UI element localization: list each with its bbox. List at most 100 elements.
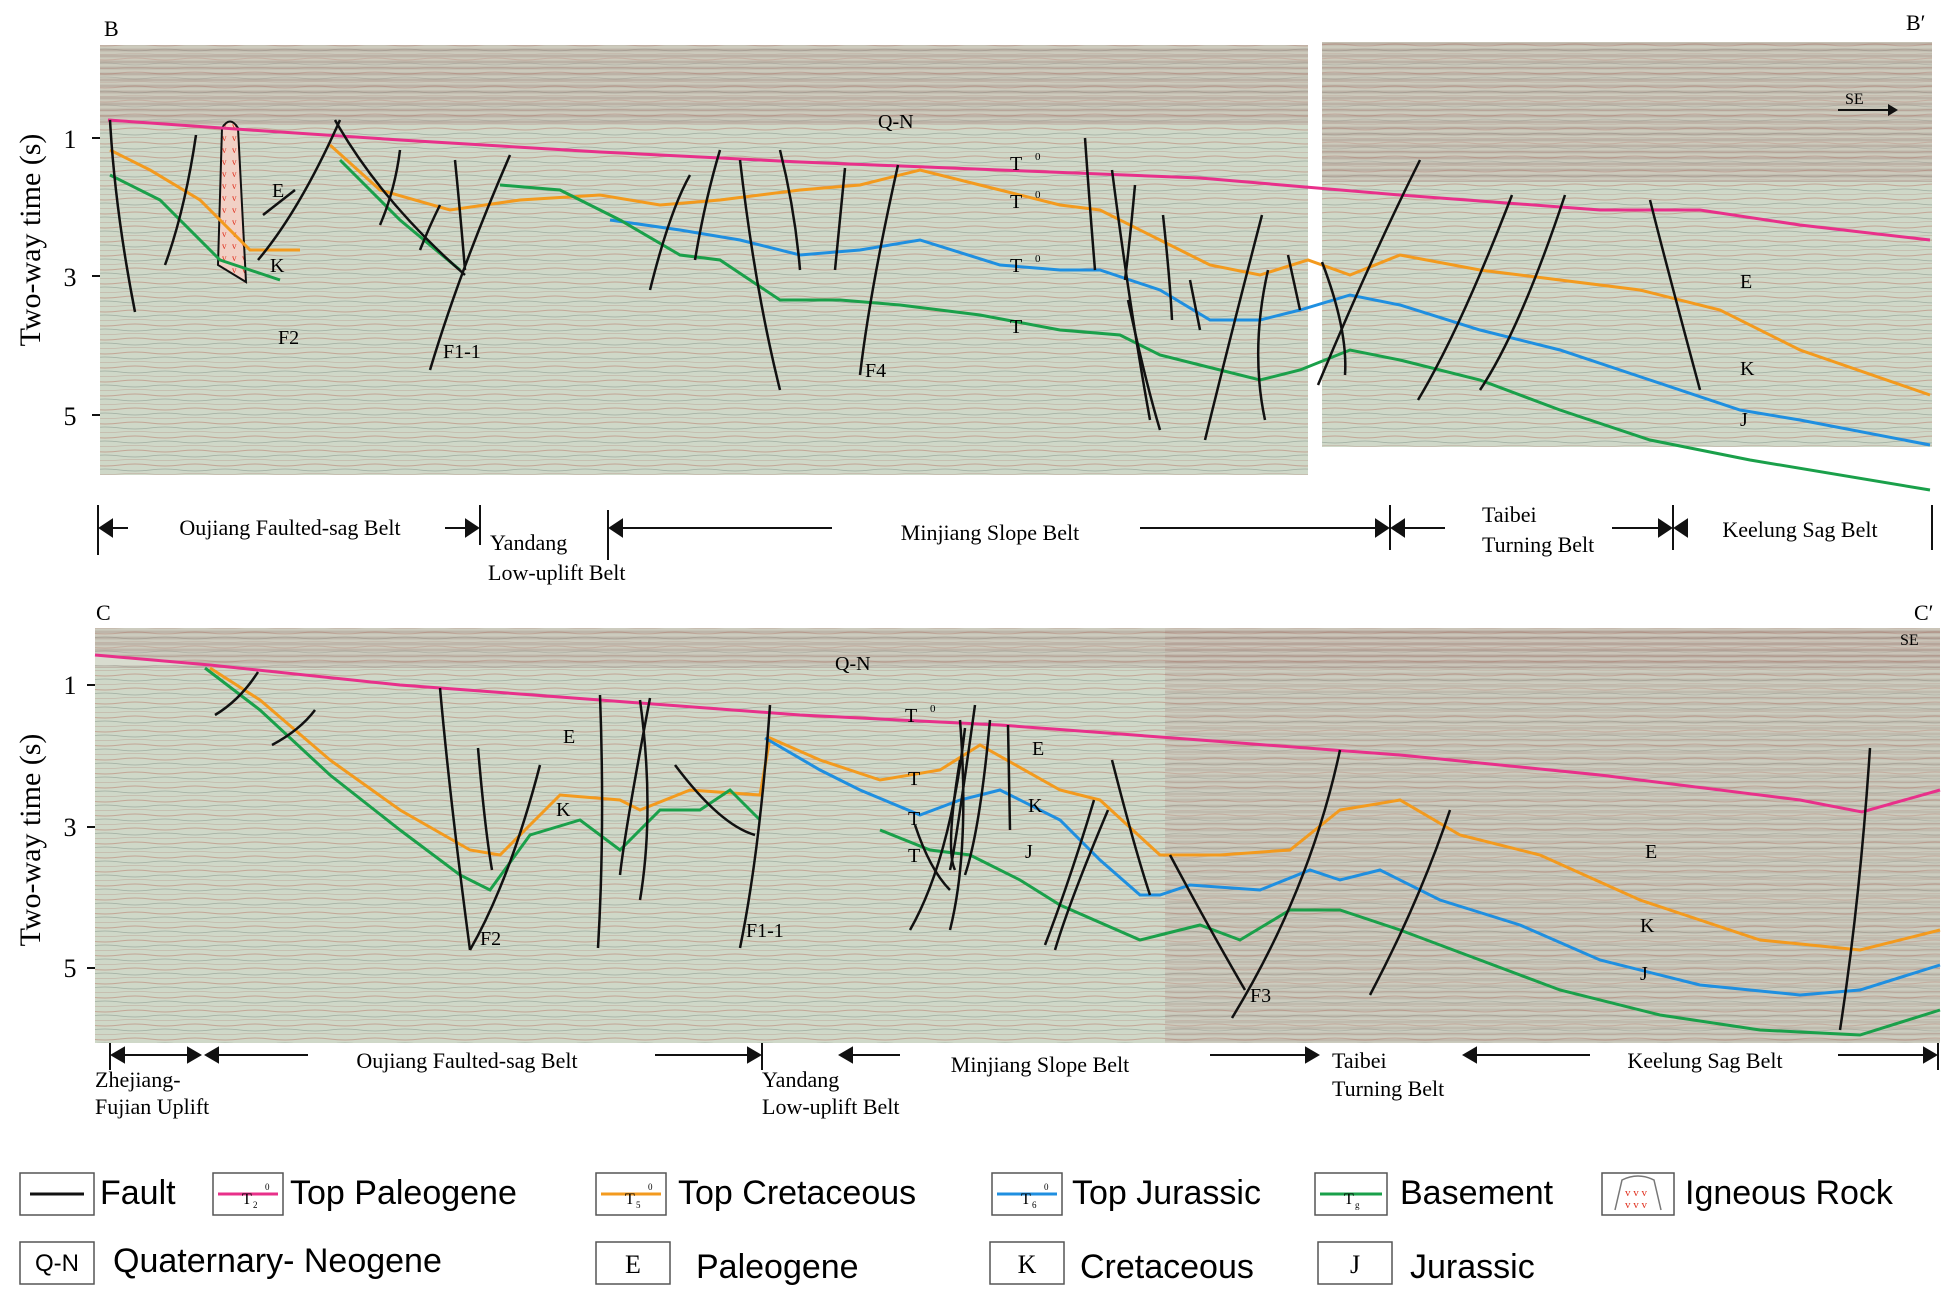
- unit-label: E: [1740, 271, 1752, 293]
- legend-symbol: T: [242, 1191, 252, 1208]
- horizon-top-paleogene: [94, 653, 1941, 814]
- legend-quaternary-neogene: Q-N Quaternary- Neogene: [19, 1241, 442, 1285]
- legend-symbol: K: [1018, 1250, 1037, 1279]
- horizon-label: T: [908, 768, 920, 790]
- legend-symbol: Q-N: [35, 1250, 79, 1277]
- belt-label: Zhejiang-: [95, 1067, 181, 1092]
- svg-text:v v v: v v v: [1625, 1199, 1648, 1211]
- fault-label: F1-1: [746, 920, 784, 942]
- unit-label: Q-N: [878, 111, 914, 133]
- legend-cretaceous: K Cretaceous: [989, 1241, 1254, 1286]
- fault-label: F2: [278, 327, 299, 349]
- unit-label: Q-N: [835, 653, 871, 675]
- legend: Fault T 2 0 Top Paleogene T 5 0 Top Cret…: [19, 1172, 1894, 1286]
- horizon-superscript: 0: [1035, 151, 1041, 163]
- unit-label: K: [1028, 795, 1043, 817]
- legend-label: Fault: [100, 1174, 176, 1212]
- belt-label: Yandang: [490, 530, 567, 555]
- unit-label: J: [1640, 963, 1648, 985]
- legend-top-cretaceous: T 5 0 Top Cretaceous: [595, 1172, 916, 1216]
- legend-symbol: T: [1021, 1191, 1031, 1208]
- fault-label: F3: [1250, 985, 1271, 1007]
- legend-sub: 5: [636, 1200, 641, 1210]
- horizon-superscript: 0: [1035, 189, 1041, 201]
- fault-label: F2: [480, 928, 501, 950]
- horizon-label: T: [1010, 191, 1022, 213]
- unit-label: E: [563, 726, 575, 748]
- belt-label: Taibei: [1332, 1048, 1387, 1073]
- horizon-label: T: [1010, 255, 1022, 277]
- legend-jurassic: J Jurassic: [1317, 1241, 1535, 1286]
- section-c: C C′ SE Two-way time (s) 1 3 5: [14, 600, 1941, 1119]
- y-tick: 5: [64, 954, 77, 983]
- unit-label: E: [272, 180, 284, 202]
- belt-label: Fujian Uplift: [95, 1094, 209, 1119]
- y-tick: 3: [64, 813, 77, 842]
- belt-label: Low-uplift Belt: [762, 1094, 899, 1119]
- section-c-axis-title: Two-way time (s): [14, 734, 47, 947]
- belt-label: Yandang: [762, 1067, 839, 1092]
- horizon-superscript: 0: [1035, 253, 1041, 265]
- section-b: B B′ SE Two-way time (s) 1 3 5: [14, 10, 1933, 585]
- y-tick: 3: [64, 263, 77, 292]
- fault-label: F1-1: [443, 341, 481, 363]
- section-c-direction: SE: [1900, 632, 1919, 649]
- unit-label: K: [270, 255, 285, 277]
- belt-label: Turning Belt: [1332, 1076, 1444, 1101]
- horizon-top-jurassic: [764, 736, 1941, 997]
- svg-text:v v v: v v v: [1625, 1187, 1648, 1199]
- fault-label: F4: [865, 360, 886, 382]
- section-b-start-label: B: [104, 16, 119, 41]
- section-c-end-label: C′: [1914, 600, 1934, 625]
- igneous-icon: [1614, 1175, 1662, 1211]
- legend-igneous: v v v v v v Igneous Rock: [1601, 1172, 1894, 1216]
- belt-label: Keelung Sag Belt: [1722, 517, 1877, 542]
- unit-label: J: [1740, 409, 1748, 431]
- legend-sub: g: [1355, 1200, 1360, 1210]
- unit-label: E: [1032, 738, 1044, 760]
- legend-label: Igneous Rock: [1685, 1174, 1894, 1212]
- unit-label: K: [1640, 915, 1655, 937]
- belt-label: Oujiang Faulted-sag Belt: [179, 515, 400, 540]
- section-c-start-label: C: [96, 600, 111, 625]
- legend-label: Paleogene: [696, 1248, 859, 1286]
- legend-paleogene: E Paleogene: [595, 1241, 859, 1286]
- legend-sub: 6: [1032, 1200, 1037, 1210]
- horizon-label: T: [1010, 316, 1022, 338]
- belt-label: Oujiang Faulted-sag Belt: [356, 1048, 577, 1073]
- horizon-label: T: [1010, 153, 1022, 175]
- legend-sub: 2: [253, 1200, 258, 1210]
- horizon-superscript: 0: [930, 703, 936, 715]
- legend-label: Top Jurassic: [1072, 1174, 1261, 1212]
- unit-label: E: [1645, 841, 1657, 863]
- section-b-axis-title: Two-way time (s): [14, 134, 47, 347]
- belt-arrows-b: [97, 505, 1933, 560]
- horizon-basement: [204, 666, 1941, 1037]
- legend-sup: 0: [648, 1182, 653, 1192]
- unit-label: J: [1025, 841, 1033, 863]
- fault-lines-b: [108, 119, 1702, 441]
- arrow-head-icon: [1888, 104, 1898, 116]
- belt-label: Taibei: [1482, 502, 1537, 527]
- legend-top-jurassic: T 6 0 Top Jurassic: [991, 1172, 1261, 1216]
- belt-label: Keelung Sag Belt: [1627, 1048, 1782, 1073]
- legend-symbol: T: [1344, 1191, 1354, 1208]
- legend-symbol: J: [1350, 1250, 1360, 1279]
- legend-symbol: E: [625, 1250, 641, 1279]
- fault-lines-c: [214, 671, 1872, 1031]
- legend-label: Cretaceous: [1080, 1248, 1254, 1286]
- legend-symbol: T: [625, 1191, 635, 1208]
- horizon-label: T: [908, 808, 920, 830]
- belt-label: Low-uplift Belt: [488, 560, 625, 585]
- horizon-label: T: [905, 705, 917, 727]
- unit-label: K: [556, 799, 571, 821]
- section-b-end-label: B′: [1906, 10, 1926, 35]
- horizon-top-jurassic: [609, 218, 1931, 447]
- legend-label: Jurassic: [1410, 1248, 1535, 1286]
- y-tick: 1: [64, 125, 77, 154]
- legend-label: Top Paleogene: [290, 1174, 517, 1212]
- legend-label: Quaternary- Neogene: [113, 1242, 442, 1280]
- belt-label: Minjiang Slope Belt: [901, 520, 1079, 545]
- horizon-top-paleogene: [107, 118, 1931, 242]
